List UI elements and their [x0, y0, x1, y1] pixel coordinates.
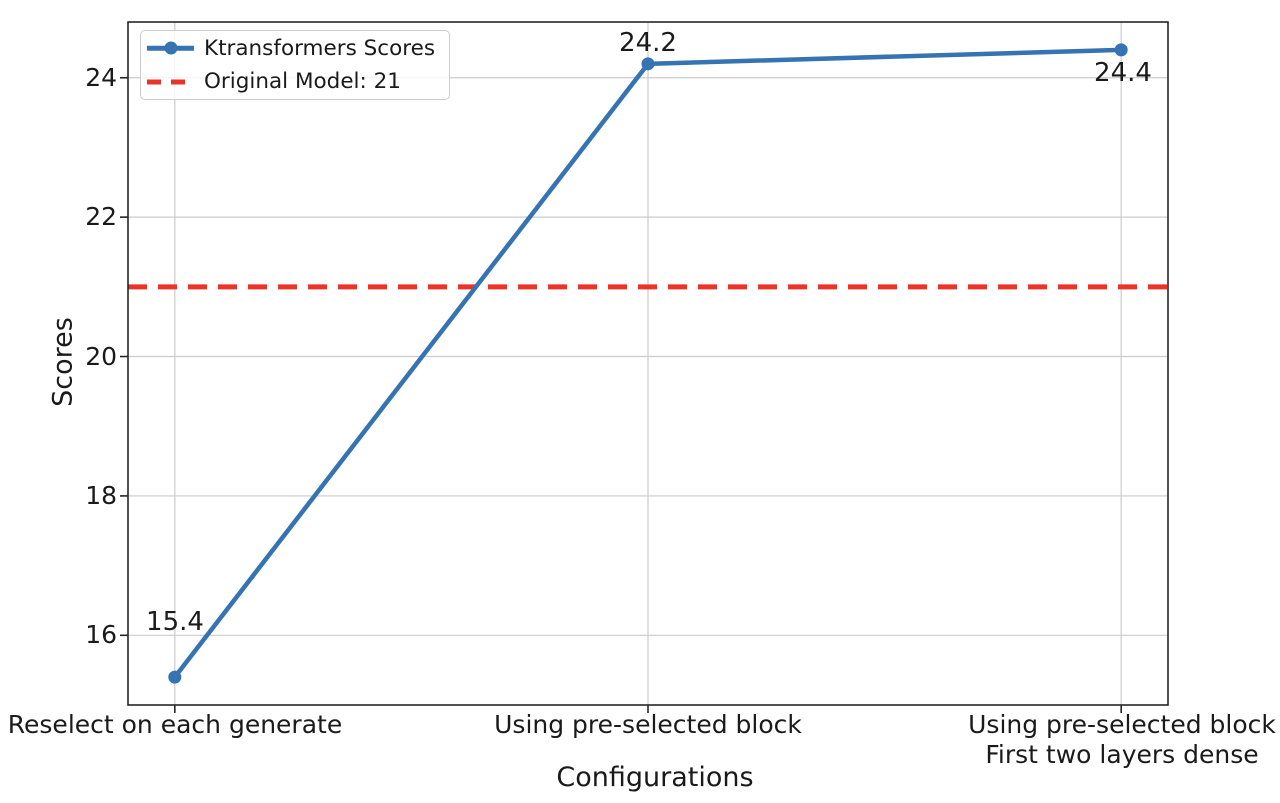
legend-item-label: Ktransformers Scores	[204, 35, 436, 61]
xtick-label: Using pre-selected block First two layer…	[968, 710, 1276, 770]
data-label: 24.4	[1094, 58, 1152, 88]
y-axis-title: Scores	[47, 317, 79, 407]
legend: Ktransformers Scores Original Model: 21	[140, 30, 450, 100]
ytick-label: 18	[85, 480, 117, 510]
xtick-label-line: Using pre-selected block	[494, 710, 802, 739]
ytick-label: 24	[85, 62, 117, 92]
x-axis-title: Configurations	[556, 762, 754, 793]
xtick-label-line: Using pre-selected block	[968, 710, 1276, 739]
line-marker-sample-icon	[147, 41, 194, 55]
xtick-label: Reselect on each generate	[8, 710, 342, 740]
xtick-label-line: Reselect on each generate	[7, 710, 343, 739]
legend-item: Ktransformers Scores	[141, 32, 449, 64]
dashed-line-sample-icon	[147, 75, 194, 89]
ytick-label: 20	[85, 341, 117, 371]
ytick-label: 16	[85, 619, 117, 649]
legend-item-label: Original Model: 21	[204, 69, 401, 95]
xtick-label: Using pre-selected block	[494, 710, 802, 740]
data-label: 24.2	[619, 28, 677, 58]
legend-item: Original Model: 21	[141, 66, 449, 98]
xtick-label-line: First two layers dense	[985, 740, 1259, 769]
data-label: 15.4	[146, 607, 204, 637]
ytick-label: 22	[85, 201, 117, 231]
